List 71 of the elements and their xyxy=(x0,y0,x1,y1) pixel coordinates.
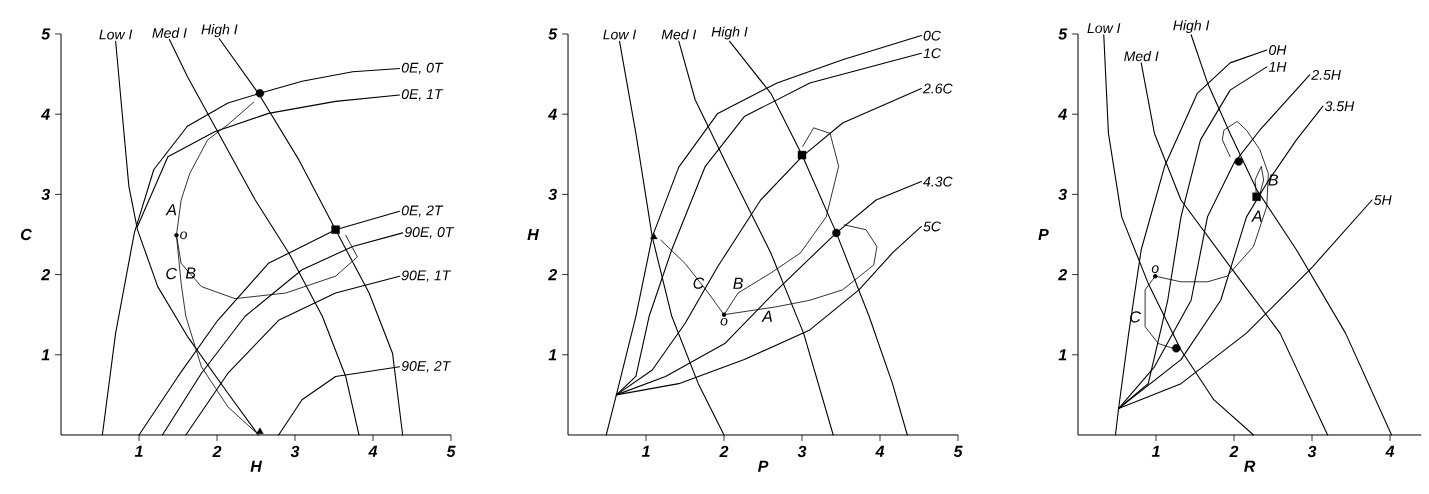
series-label: 0E, 0T xyxy=(401,62,444,75)
x-tick-label: 3 xyxy=(290,445,300,458)
x-tick-label: 4 xyxy=(875,445,885,457)
annotation: o xyxy=(1151,265,1159,273)
series-label: Low I xyxy=(1087,23,1121,34)
series-label: High I xyxy=(1173,20,1210,34)
y-tick-label: 1 xyxy=(41,349,50,361)
series-label: B xyxy=(733,277,743,289)
series-label: 0E, 2T xyxy=(401,205,444,218)
x-tick-label: 1 xyxy=(1151,445,1160,457)
series-label: 5C xyxy=(923,221,942,232)
series-label: 4.3C xyxy=(923,176,953,187)
series-label: 90E, 2T xyxy=(401,361,452,373)
series-label: C xyxy=(693,277,705,289)
x-tick-label: 2 xyxy=(719,445,729,458)
series-label: A xyxy=(761,310,772,322)
series-label: 2.6C xyxy=(922,83,953,94)
y-tick-label: 3 xyxy=(1058,188,1067,201)
y-tick-label: 3 xyxy=(41,188,50,201)
x-axis-title: R xyxy=(1244,460,1256,472)
series-label: 90E, 0T xyxy=(404,227,455,239)
annotation: o xyxy=(180,231,187,240)
series-label: 0C xyxy=(923,30,942,41)
x-tick-label: 4 xyxy=(1385,445,1395,457)
series-label: 0E, 1T xyxy=(401,89,444,101)
y-tick-label: 3 xyxy=(548,188,557,201)
y-axis-title: P xyxy=(1038,228,1049,240)
series-label: 1H xyxy=(1268,62,1287,72)
x-tick-label: 4 xyxy=(368,445,378,457)
x-tick-label: 3 xyxy=(1307,445,1317,458)
annotation: o xyxy=(720,317,728,326)
x-axis-title: P xyxy=(757,460,769,472)
y-tick-label: 5 xyxy=(1058,28,1068,40)
y-tick-label: 4 xyxy=(40,108,50,120)
series-label: 5H xyxy=(1374,195,1392,205)
series-label: High I xyxy=(201,24,238,38)
y-tick-label: 1 xyxy=(548,349,557,361)
series-label: A xyxy=(165,204,177,216)
x-tick-label: 1 xyxy=(641,445,650,457)
series-label: B xyxy=(185,267,196,279)
x-tick-label: 2 xyxy=(1229,445,1239,458)
series-label: 90E, 1T xyxy=(401,270,452,282)
x-axis-title: H xyxy=(250,460,263,472)
x-tick-label: 5 xyxy=(953,445,963,458)
y-axis-title: C xyxy=(20,228,32,241)
y-axis-title: H xyxy=(527,228,539,240)
series-label: Med I xyxy=(1124,50,1159,62)
y-tick-label: 5 xyxy=(548,28,558,40)
series-label: C xyxy=(166,267,178,280)
series-label: Low I xyxy=(603,29,637,40)
series-label: Low I xyxy=(99,29,133,40)
series-label: 2.5H xyxy=(1311,69,1341,80)
x-tick-label: 5 xyxy=(446,445,456,458)
y-tick-label: 2 xyxy=(548,269,557,281)
y-tick-label: 4 xyxy=(547,108,557,120)
y-tick-label: 2 xyxy=(41,269,50,281)
y-tick-label: 2 xyxy=(1058,269,1067,281)
series-label: Med I xyxy=(661,29,697,40)
x-tick-label: 3 xyxy=(797,445,807,458)
series-label: 3.5H xyxy=(1324,101,1355,112)
series-label: High I xyxy=(711,26,748,40)
series-label: A xyxy=(1251,210,1262,222)
y-tick-label: 5 xyxy=(41,28,51,40)
series-label: 0H xyxy=(1269,45,1287,55)
y-tick-label: 4 xyxy=(1057,108,1067,120)
series-label: Med I xyxy=(152,27,187,38)
series-label: B xyxy=(1268,174,1278,186)
y-tick-label: 1 xyxy=(1058,349,1067,361)
series-label: 1C xyxy=(923,48,942,59)
x-tick-label: 1 xyxy=(134,445,143,457)
x-tick-label: 2 xyxy=(212,445,222,458)
